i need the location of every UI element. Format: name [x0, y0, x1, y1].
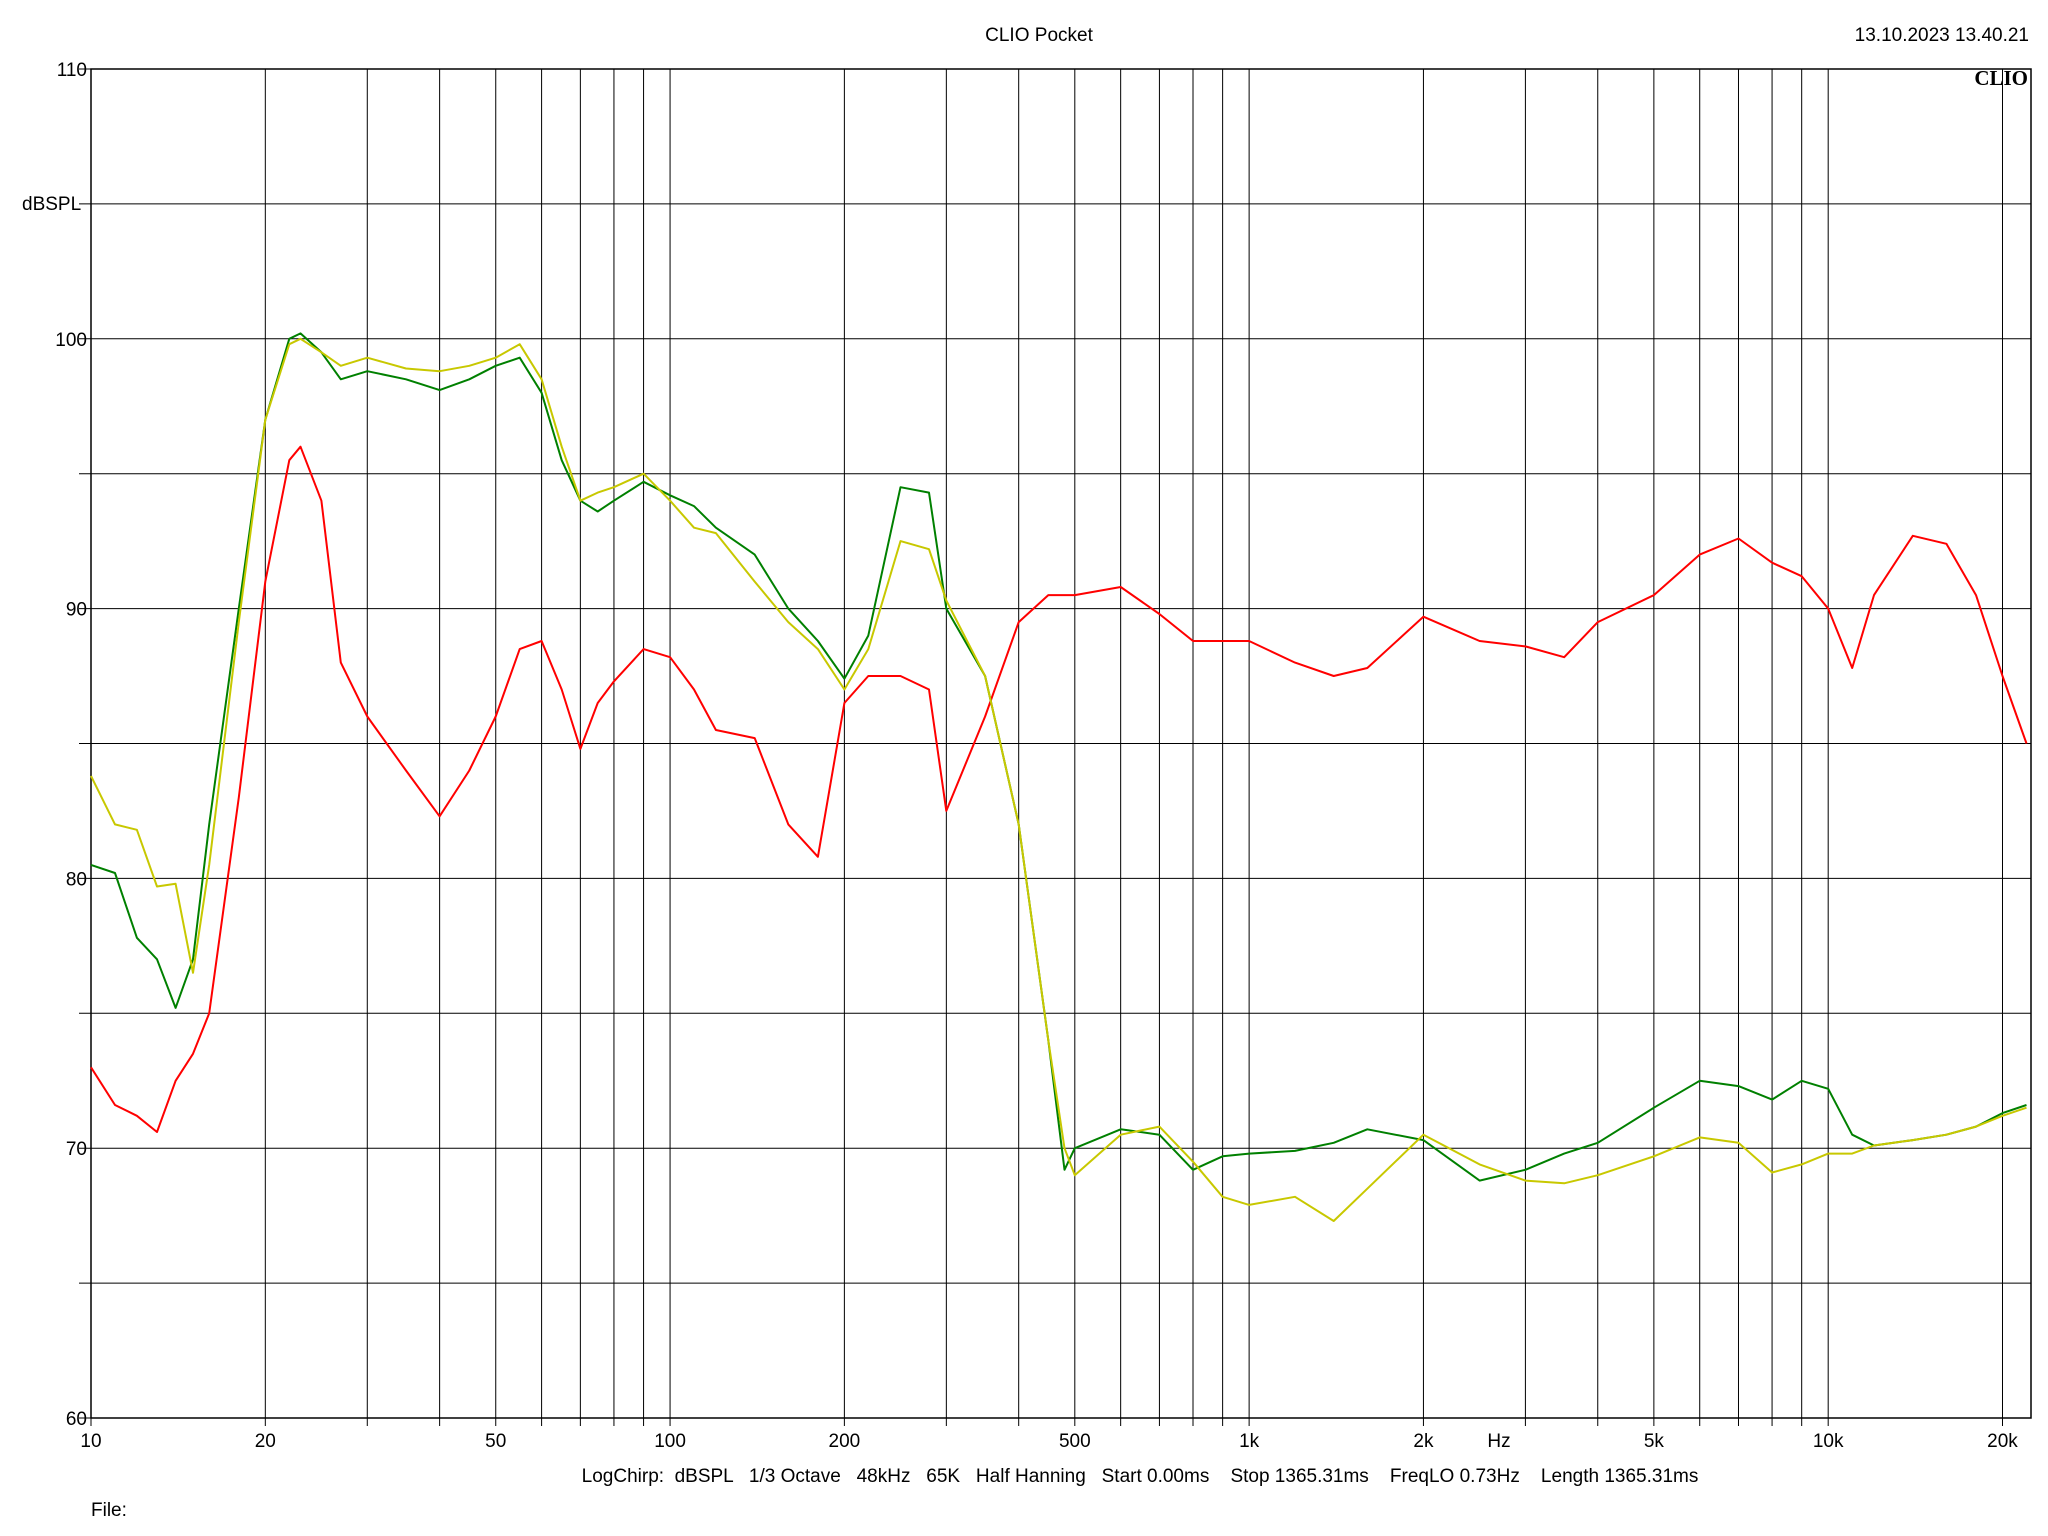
x-tick-label: 10k	[1813, 1431, 1844, 1452]
x-tick-label: 50	[485, 1431, 506, 1452]
y-axis-label: dBSPL	[22, 194, 81, 215]
x-tick-label: 500	[1059, 1431, 1091, 1452]
x-tick-label: 1k	[1239, 1431, 1260, 1452]
timestamp: 13.10.2023 13.40.21	[1855, 25, 2029, 46]
y-tick-label: 70	[66, 1139, 87, 1160]
series-line	[90, 337, 2027, 1222]
y-tick-label: 60	[66, 1409, 87, 1430]
x-tick-label: 2k	[1413, 1431, 1434, 1452]
series-line	[90, 332, 2027, 1182]
file-label: File:	[91, 1500, 127, 1521]
x-tick-label: 200	[829, 1431, 861, 1452]
y-tick-label: 100	[55, 330, 87, 351]
chart-title: CLIO Pocket	[985, 25, 1093, 46]
plot-frame	[90, 68, 2032, 1419]
x-tick-label: 100	[654, 1431, 686, 1452]
x-tick-label: 5k	[1644, 1431, 1665, 1452]
series-line	[90, 445, 2028, 1133]
footer: LogChirp: dBSPL 1/3 Octave 48kHz 65K Hal…	[582, 1466, 1699, 1487]
y-tick-label: 90	[66, 600, 87, 621]
y-tick-label: 110	[57, 60, 87, 81]
y-tick-label: 80	[66, 869, 87, 890]
x-axis-label: Hz	[1487, 1431, 1510, 1452]
x-tick-label: 10	[80, 1431, 101, 1452]
x-tick-label: 20k	[1987, 1431, 2018, 1452]
logo: CLIO	[1974, 66, 2028, 90]
x-tick-label: 20	[255, 1431, 276, 1452]
